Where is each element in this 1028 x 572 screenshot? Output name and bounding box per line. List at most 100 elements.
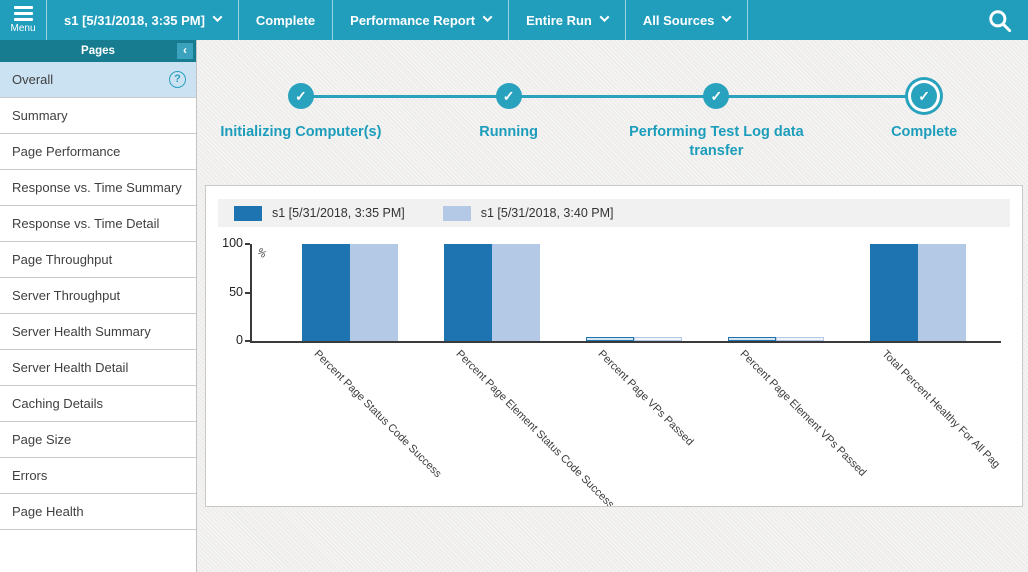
step-check-icon: ✓ [287, 83, 314, 109]
sources-dropdown-label: All Sources [642, 12, 715, 28]
search-icon [988, 9, 1011, 32]
step-label: Complete [891, 124, 958, 140]
report-type-dropdown-label: Performance Report [350, 12, 476, 28]
bar-series2 [350, 244, 398, 341]
sidebar-item-response-vs-time-detail[interactable]: Response vs. Time Detail [0, 206, 196, 242]
sidebar-item-summary[interactable]: Summary [0, 98, 196, 134]
sidebar-item-label: Response vs. Time Detail [12, 216, 160, 231]
top-toolbar: Menu s1 [5/31/2018, 3:35 PM] Complete Perf… [0, 0, 1028, 40]
sidebar-item-server-health-detail[interactable]: Server Health Detail [0, 350, 196, 386]
pages-sidebar: Pages ‹ Overall? Summary Page Performance R… [0, 40, 197, 572]
bar-series1 [728, 337, 776, 341]
main-content: ✓ Initializing Computer(s) ✓ Running ✓ Perfor… [197, 40, 1028, 572]
sidebar-item-server-health-summary[interactable]: Server Health Summary [0, 314, 196, 350]
category-label: Percent Page VPs Passed [595, 348, 696, 449]
step-label: Running [479, 124, 539, 140]
legend-label: s1 [5/31/2018, 3:35 PM] [272, 206, 405, 220]
chevron-down-icon [482, 11, 493, 22]
sidebar-item-label: Server Health Summary [12, 324, 151, 339]
category-label: Total Percent Healthy For All Pag [879, 348, 1003, 471]
bar-series1 [586, 337, 634, 341]
category-label: Percent Page Status Code Success [311, 348, 444, 481]
y-axis-line [250, 244, 252, 343]
sidebar-item-errors[interactable]: Errors [0, 458, 196, 494]
y-tick-mark [245, 291, 250, 294]
menu-button-label: Menu [10, 23, 36, 34]
bar-series2 [918, 244, 966, 341]
hamburger-icon [13, 6, 33, 21]
bar-series2 [776, 337, 824, 341]
category-label: Percent Page Element VPs Passed [737, 348, 869, 479]
sidebar-item-label: Response vs. Time Summary [12, 180, 182, 195]
sidebar-item-label: Page Health [12, 504, 84, 519]
progress-step: ✓ Performing Test Log data transfer [613, 40, 821, 185]
chevron-down-icon [599, 11, 610, 22]
legend-entry: s1 [5/31/2018, 3:40 PM] [442, 205, 614, 221]
step-check-icon: ✓ [495, 83, 522, 109]
sidebar-item-label: Server Throughput [12, 288, 121, 303]
sidebar-item-label: Server Health Detail [12, 360, 129, 375]
sidebar-item-label: Errors [12, 468, 48, 483]
step-check-icon: ✓ [703, 83, 730, 109]
y-tick-mark [245, 243, 250, 245]
progress-step: ✓ Complete [820, 40, 1028, 185]
category-label: Percent Page Element Status Code Success [453, 348, 617, 507]
bar-series2 [634, 337, 682, 341]
sidebar-item-label: Overall [12, 72, 54, 87]
progress-steps: ✓ Initializing Computer(s) ✓ Running ✓ Perfor… [197, 40, 1028, 185]
sidebar-item-page-throughput[interactable]: Page Throughput [0, 242, 196, 278]
progress-step: ✓ Initializing Computer(s) [197, 40, 405, 185]
legend-label: s1 [5/31/2018, 3:40 PM] [480, 206, 614, 220]
run-selector-dropdown-label: s1 [5/31/2018, 3:35 PM] [64, 12, 205, 28]
y-axis-unit-label: % [254, 246, 269, 261]
bar-series1 [444, 244, 492, 341]
step-label: Performing Test Log data transfer [629, 124, 804, 159]
sources-dropdown[interactable]: All Sources [626, 0, 749, 40]
x-axis-line [250, 341, 1001, 343]
sidebar-item-page-performance[interactable]: Page Performance [0, 134, 196, 170]
time-range-dropdown-label: Entire Run [526, 12, 592, 28]
run-status: Complete [239, 0, 334, 40]
chart-legend: s1 [5/31/2018, 3:35 PM] s1 [5/31/2018, 3:… [218, 199, 1010, 227]
run-status-label: Complete [255, 12, 316, 28]
chevron-down-icon [212, 11, 223, 22]
sidebar-item-page-size[interactable]: Page Size [0, 422, 196, 458]
sidebar-item-caching-details[interactable]: Caching Details [0, 386, 196, 422]
sidebar-item-label: Summary [12, 108, 68, 123]
step-label: Initializing Computer(s) [220, 124, 382, 140]
y-tick-mark [245, 340, 250, 342]
toolbar-items: s1 [5/31/2018, 3:35 PM] Complete Performan… [47, 0, 749, 40]
progress-step: ✓ Running [405, 40, 613, 185]
sidebar-item-response-vs-time-summary[interactable]: Response vs. Time Summary [0, 170, 196, 206]
bar-series1 [302, 244, 350, 341]
overall-chart-panel: s1 [5/31/2018, 3:35 PM] s1 [5/31/2018, 3:… [205, 185, 1023, 507]
report-type-dropdown[interactable]: Performance Report [333, 0, 510, 40]
y-tick-label: 100 [222, 236, 243, 250]
chevron-down-icon [721, 11, 732, 22]
sidebar-item-overall[interactable]: Overall? [0, 62, 196, 98]
y-tick-label: 50 [229, 284, 243, 299]
sidebar-item-page-health[interactable]: Page Health [0, 494, 196, 530]
legend-swatch [234, 205, 262, 221]
sidebar-header: Pages ‹ [0, 40, 196, 62]
help-icon[interactable]: ? [169, 71, 186, 88]
run-progress-tracker: ✓ Initializing Computer(s) ✓ Running ✓ Perfor… [197, 40, 1028, 185]
search-button[interactable] [970, 0, 1028, 40]
bar-series2 [492, 244, 540, 341]
sidebar-list: Overall? Summary Page Performance Response … [0, 62, 196, 530]
sidebar-item-server-throughput[interactable]: Server Throughput [0, 278, 196, 314]
sidebar-title: Pages [81, 45, 115, 57]
menu-button[interactable]: Menu [0, 0, 47, 40]
time-range-dropdown[interactable]: Entire Run [509, 0, 626, 40]
legend-swatch [442, 205, 471, 221]
progress-connector-line [306, 95, 920, 98]
sidebar-collapse-button[interactable]: ‹ [177, 43, 193, 59]
sidebar-item-label: Page Size [12, 432, 72, 447]
step-check-icon: ✓ [911, 83, 938, 109]
y-tick-label: 0 [236, 333, 243, 347]
run-selector-dropdown[interactable]: s1 [5/31/2018, 3:35 PM] [47, 0, 239, 40]
sidebar-item-label: Page Performance [12, 144, 121, 159]
legend-entry: s1 [5/31/2018, 3:35 PM] [234, 205, 405, 221]
bar-series1 [870, 244, 918, 341]
sidebar-item-label: Caching Details [12, 396, 104, 411]
